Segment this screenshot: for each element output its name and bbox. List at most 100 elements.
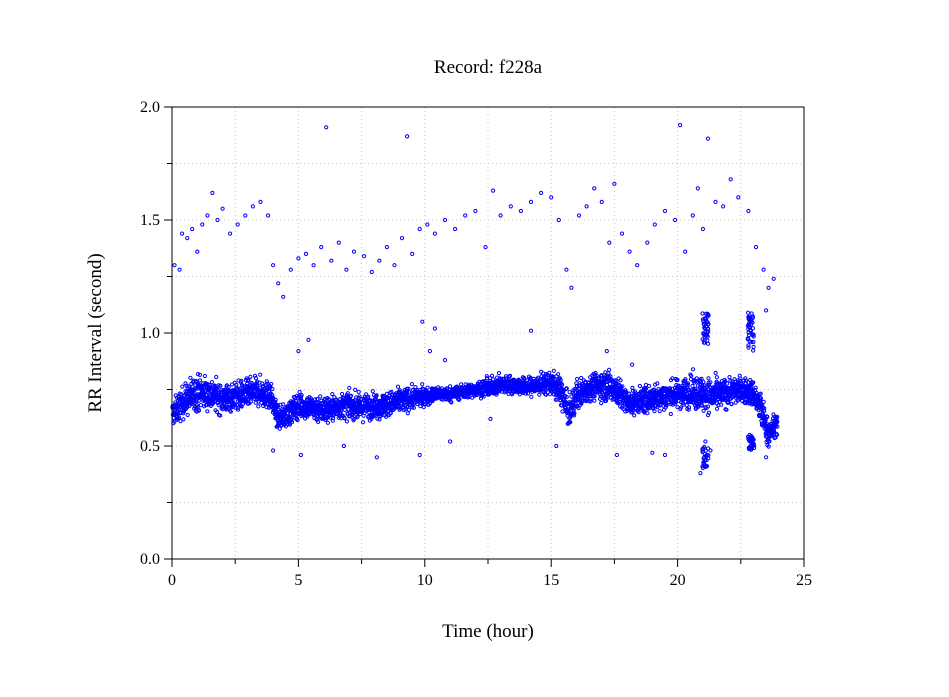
data-point bbox=[374, 393, 379, 398]
data-point bbox=[205, 213, 210, 218]
data-point bbox=[627, 249, 632, 254]
data-point bbox=[224, 407, 229, 412]
data-point bbox=[746, 330, 751, 335]
data-point bbox=[764, 421, 769, 426]
data-point bbox=[758, 398, 763, 403]
data-point bbox=[266, 401, 271, 406]
data-point bbox=[747, 339, 753, 344]
data-point bbox=[708, 448, 713, 453]
data-point bbox=[588, 399, 593, 404]
data-point bbox=[751, 443, 757, 448]
data-point bbox=[771, 428, 777, 434]
data-point bbox=[295, 418, 300, 423]
data-point bbox=[620, 384, 625, 389]
data-point bbox=[700, 226, 706, 232]
data-point bbox=[700, 447, 706, 452]
x-tick-label: 25 bbox=[796, 572, 812, 589]
data-point bbox=[442, 217, 448, 223]
data-point bbox=[678, 123, 683, 128]
data-point bbox=[344, 419, 349, 424]
data-point bbox=[635, 263, 640, 268]
data-point bbox=[683, 377, 688, 382]
data-point bbox=[311, 263, 316, 268]
data-point bbox=[289, 420, 295, 425]
data-point bbox=[368, 398, 373, 403]
data-point bbox=[736, 195, 741, 200]
data-point bbox=[330, 392, 335, 397]
data-point bbox=[751, 344, 756, 349]
data-point bbox=[330, 418, 335, 423]
data-point bbox=[271, 263, 276, 268]
data-point bbox=[568, 420, 573, 425]
data-point bbox=[637, 383, 643, 389]
data-point bbox=[588, 396, 593, 402]
data-point bbox=[705, 404, 711, 409]
data-point bbox=[708, 380, 713, 385]
x-axis: 0 5 10 15 20 25 bbox=[168, 559, 812, 589]
data-point bbox=[607, 240, 612, 245]
data-point bbox=[743, 376, 748, 381]
data-point bbox=[209, 380, 214, 385]
data-point bbox=[706, 380, 711, 385]
data-point bbox=[237, 388, 242, 393]
data-point bbox=[537, 392, 542, 397]
data-point bbox=[449, 400, 454, 405]
data-point bbox=[700, 311, 705, 316]
data-point bbox=[409, 382, 414, 387]
data-point bbox=[599, 199, 604, 204]
data-point bbox=[411, 405, 416, 410]
x-axis-label: Time (hour) bbox=[442, 621, 534, 642]
data-point bbox=[662, 452, 668, 458]
data-point bbox=[559, 382, 565, 387]
data-point bbox=[728, 378, 733, 383]
data-point bbox=[713, 199, 718, 204]
data-point bbox=[473, 208, 478, 214]
data-point bbox=[483, 245, 488, 250]
data-point bbox=[195, 249, 200, 254]
data-point bbox=[432, 231, 437, 236]
data-point bbox=[753, 385, 758, 390]
data-point bbox=[528, 199, 534, 204]
data-point bbox=[432, 326, 437, 331]
data-point bbox=[630, 408, 636, 413]
data-point bbox=[205, 382, 210, 387]
data-point bbox=[297, 389, 302, 395]
data-point bbox=[417, 452, 422, 458]
data-point bbox=[318, 394, 323, 399]
data-point bbox=[746, 434, 751, 439]
data-point bbox=[342, 415, 347, 420]
data-point bbox=[748, 317, 753, 323]
data-point bbox=[630, 362, 635, 367]
data-point bbox=[215, 217, 220, 223]
data-point bbox=[645, 240, 650, 245]
data-point bbox=[619, 231, 625, 236]
data-point bbox=[705, 330, 710, 335]
data-point bbox=[425, 385, 430, 390]
data-point bbox=[331, 416, 336, 421]
data-point bbox=[673, 401, 678, 406]
data-point bbox=[728, 177, 733, 182]
data-point bbox=[283, 424, 288, 429]
data-point bbox=[760, 403, 765, 408]
data-point bbox=[245, 394, 250, 399]
data-point bbox=[420, 319, 425, 324]
data-point bbox=[549, 195, 554, 200]
data-point bbox=[234, 382, 239, 387]
data-point bbox=[597, 396, 603, 401]
data-point bbox=[253, 376, 258, 381]
data-point bbox=[698, 471, 703, 476]
data-point bbox=[751, 348, 756, 353]
data-point bbox=[270, 386, 275, 392]
data-point bbox=[701, 379, 706, 384]
data-point bbox=[256, 404, 261, 409]
data-point bbox=[246, 377, 251, 382]
data-point bbox=[329, 258, 334, 263]
data-point bbox=[690, 367, 696, 372]
data-point bbox=[264, 379, 269, 384]
data-point bbox=[702, 326, 707, 331]
data-point bbox=[529, 394, 534, 399]
data-point bbox=[690, 213, 695, 218]
data-point bbox=[470, 395, 475, 400]
x-tick-label: 5 bbox=[294, 572, 302, 589]
